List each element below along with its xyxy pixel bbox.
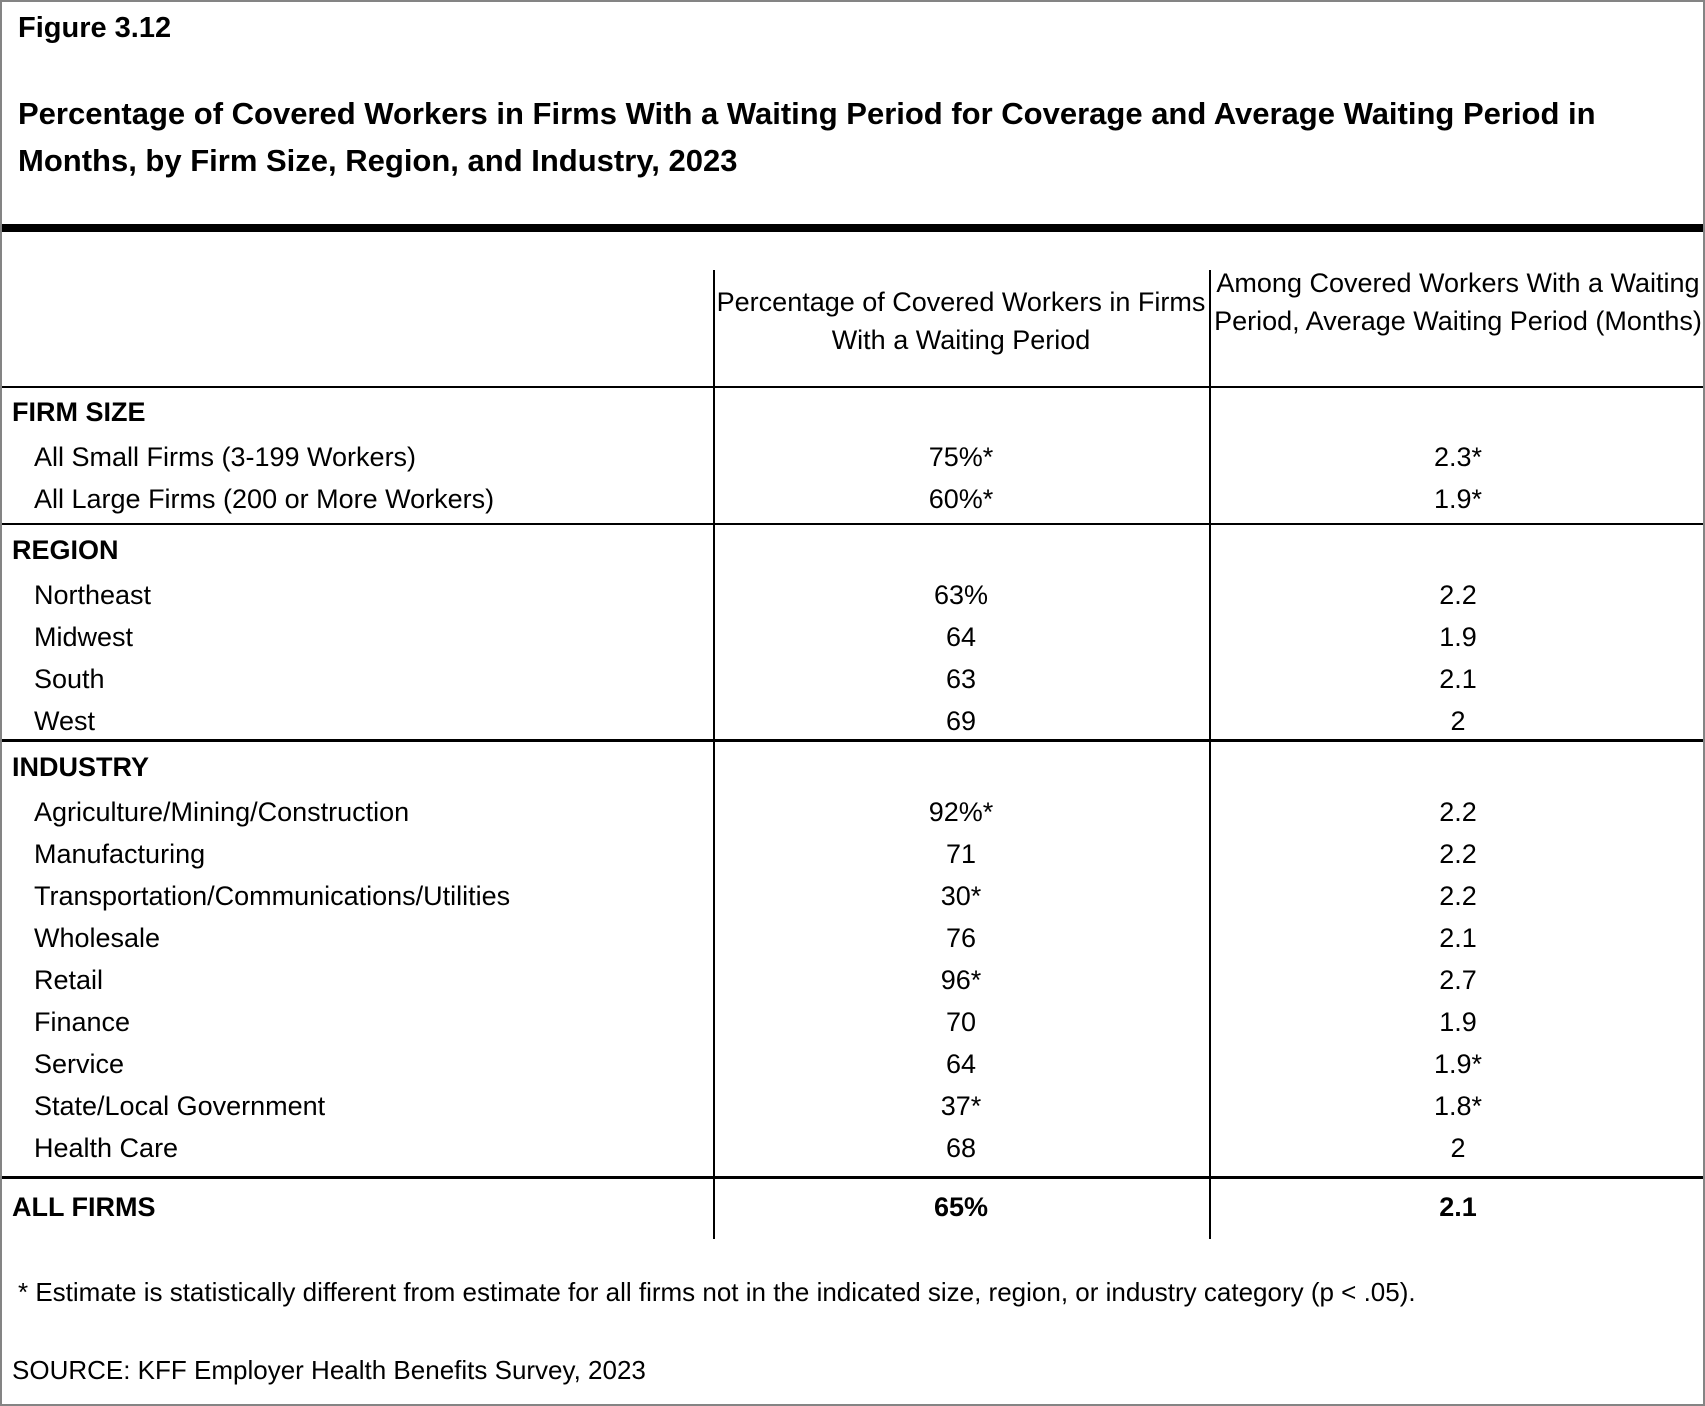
all-firms-section: ALL FIRMS 65% 2.1 (2, 1179, 1703, 1235)
pct-value: 64 (945, 1048, 977, 1079)
months-value: 2.1 (1439, 663, 1477, 694)
table-row: Health Care 68 2 (2, 1127, 1703, 1169)
months-value: 2 (1450, 705, 1466, 736)
row-label: Northeast (34, 579, 152, 610)
column-divider (1209, 270, 1211, 1239)
row-label: Finance (34, 1006, 131, 1037)
column-header-pct: Percentage of Covered Workers in Firms W… (716, 287, 1206, 355)
row-label: Transportation/Communications/Utilities (34, 880, 511, 911)
months-value: 2.1 (1439, 922, 1477, 953)
pct-value: 64 (945, 621, 977, 652)
industry-section: INDUSTRY Agriculture/Mining/Construction… (2, 743, 1703, 1169)
row-label: Retail (34, 964, 104, 995)
figure-number: Figure 3.12 (18, 12, 172, 44)
pct-value: 30* (940, 880, 982, 911)
months-value: 1.9 (1439, 621, 1477, 652)
section-divider-line (2, 739, 1703, 742)
table-row: Manufacturing 71 2.2 (2, 833, 1703, 875)
pct-value: 96* (940, 964, 982, 995)
row-label: Health Care (34, 1132, 179, 1163)
pct-value: 37* (940, 1090, 982, 1121)
pct-value: 92%* (928, 796, 994, 827)
region-section: REGION Northeast 63% 2.2 Midwest 64 1.9 … (2, 526, 1703, 742)
row-label: West (34, 705, 96, 736)
table-row: All Large Firms (200 or More Workers) 60… (2, 478, 1703, 520)
section-header-row: REGION (2, 526, 1703, 574)
row-label: All Large Firms (200 or More Workers) (34, 483, 495, 514)
table-row: Finance 70 1.9 (2, 1001, 1703, 1043)
pct-value: 70 (945, 1006, 977, 1037)
pct-value: 60%* (928, 483, 994, 514)
column-divider (713, 270, 715, 1239)
table-row: Retail 96* 2.7 (2, 959, 1703, 1001)
months-value: 2.7 (1439, 964, 1477, 995)
row-label: All Small Firms (3-199 Workers) (34, 441, 417, 472)
pct-value: 71 (945, 838, 977, 869)
section-header-row: INDUSTRY (2, 743, 1703, 791)
table-row: Wholesale 76 2.1 (2, 917, 1703, 959)
months-value: 2.2 (1439, 796, 1477, 827)
row-label: South (34, 663, 105, 694)
row-label: Midwest (34, 621, 134, 652)
row-label: Manufacturing (34, 838, 206, 869)
row-label: State/Local Government (34, 1090, 326, 1121)
row-label: Service (34, 1048, 125, 1079)
table-row: Northeast 63% 2.2 (2, 574, 1703, 616)
header-underline (2, 386, 1703, 388)
column-header-months: Among Covered Workers With a Waiting Per… (1214, 268, 1702, 336)
section-header-row: FIRM SIZE (2, 388, 1703, 436)
total-row: ALL FIRMS 65% 2.1 (2, 1179, 1703, 1235)
months-value: 2.2 (1439, 838, 1477, 869)
months-value: 1.8* (1433, 1090, 1483, 1121)
total-pct-value: 65% (933, 1191, 989, 1222)
months-value: 2.3* (1433, 441, 1483, 472)
months-value: 1.9* (1433, 483, 1483, 514)
table-row: All Small Firms (3-199 Workers) 75%* 2.3… (2, 436, 1703, 478)
pct-value: 75%* (928, 441, 994, 472)
table-row: South 63 2.1 (2, 658, 1703, 700)
months-value: 2 (1450, 1132, 1466, 1163)
title-divider-rule (2, 224, 1703, 232)
table-row: Transportation/Communications/Utilities … (2, 875, 1703, 917)
months-value: 2.2 (1439, 579, 1477, 610)
row-label: Agriculture/Mining/Construction (34, 796, 410, 827)
table-row: Agriculture/Mining/Construction 92%* 2.2 (2, 791, 1703, 833)
months-value: 2.2 (1439, 880, 1477, 911)
section-header: FIRM SIZE (12, 396, 146, 427)
months-value: 1.9* (1433, 1048, 1483, 1079)
pct-value: 69 (945, 705, 977, 736)
pct-value: 68 (945, 1132, 977, 1163)
source-line: SOURCE: KFF Employer Health Benefits Sur… (12, 1355, 646, 1385)
pct-value: 76 (945, 922, 977, 953)
section-divider-line (2, 523, 1703, 525)
total-months-value: 2.1 (1439, 1191, 1477, 1222)
row-label: Wholesale (34, 922, 161, 953)
firm-size-section: FIRM SIZE All Small Firms (3-199 Workers… (2, 388, 1703, 520)
pct-value: 63 (945, 663, 977, 694)
footnote: * Estimate is statistically different fr… (18, 1277, 1416, 1307)
table-row: Midwest 64 1.9 (2, 616, 1703, 658)
pct-value: 63% (933, 579, 989, 610)
table-row: West 69 2 (2, 700, 1703, 742)
total-row-label: ALL FIRMS (12, 1191, 156, 1222)
section-header: REGION (12, 534, 119, 565)
total-divider-line (2, 1176, 1703, 1179)
section-header: INDUSTRY (12, 751, 150, 782)
table-row: Service 64 1.9* (2, 1043, 1703, 1085)
figure-title: Percentage of Covered Workers in Firms W… (18, 96, 1596, 178)
table-row: State/Local Government 37* 1.8* (2, 1085, 1703, 1127)
months-value: 1.9 (1439, 1006, 1477, 1037)
